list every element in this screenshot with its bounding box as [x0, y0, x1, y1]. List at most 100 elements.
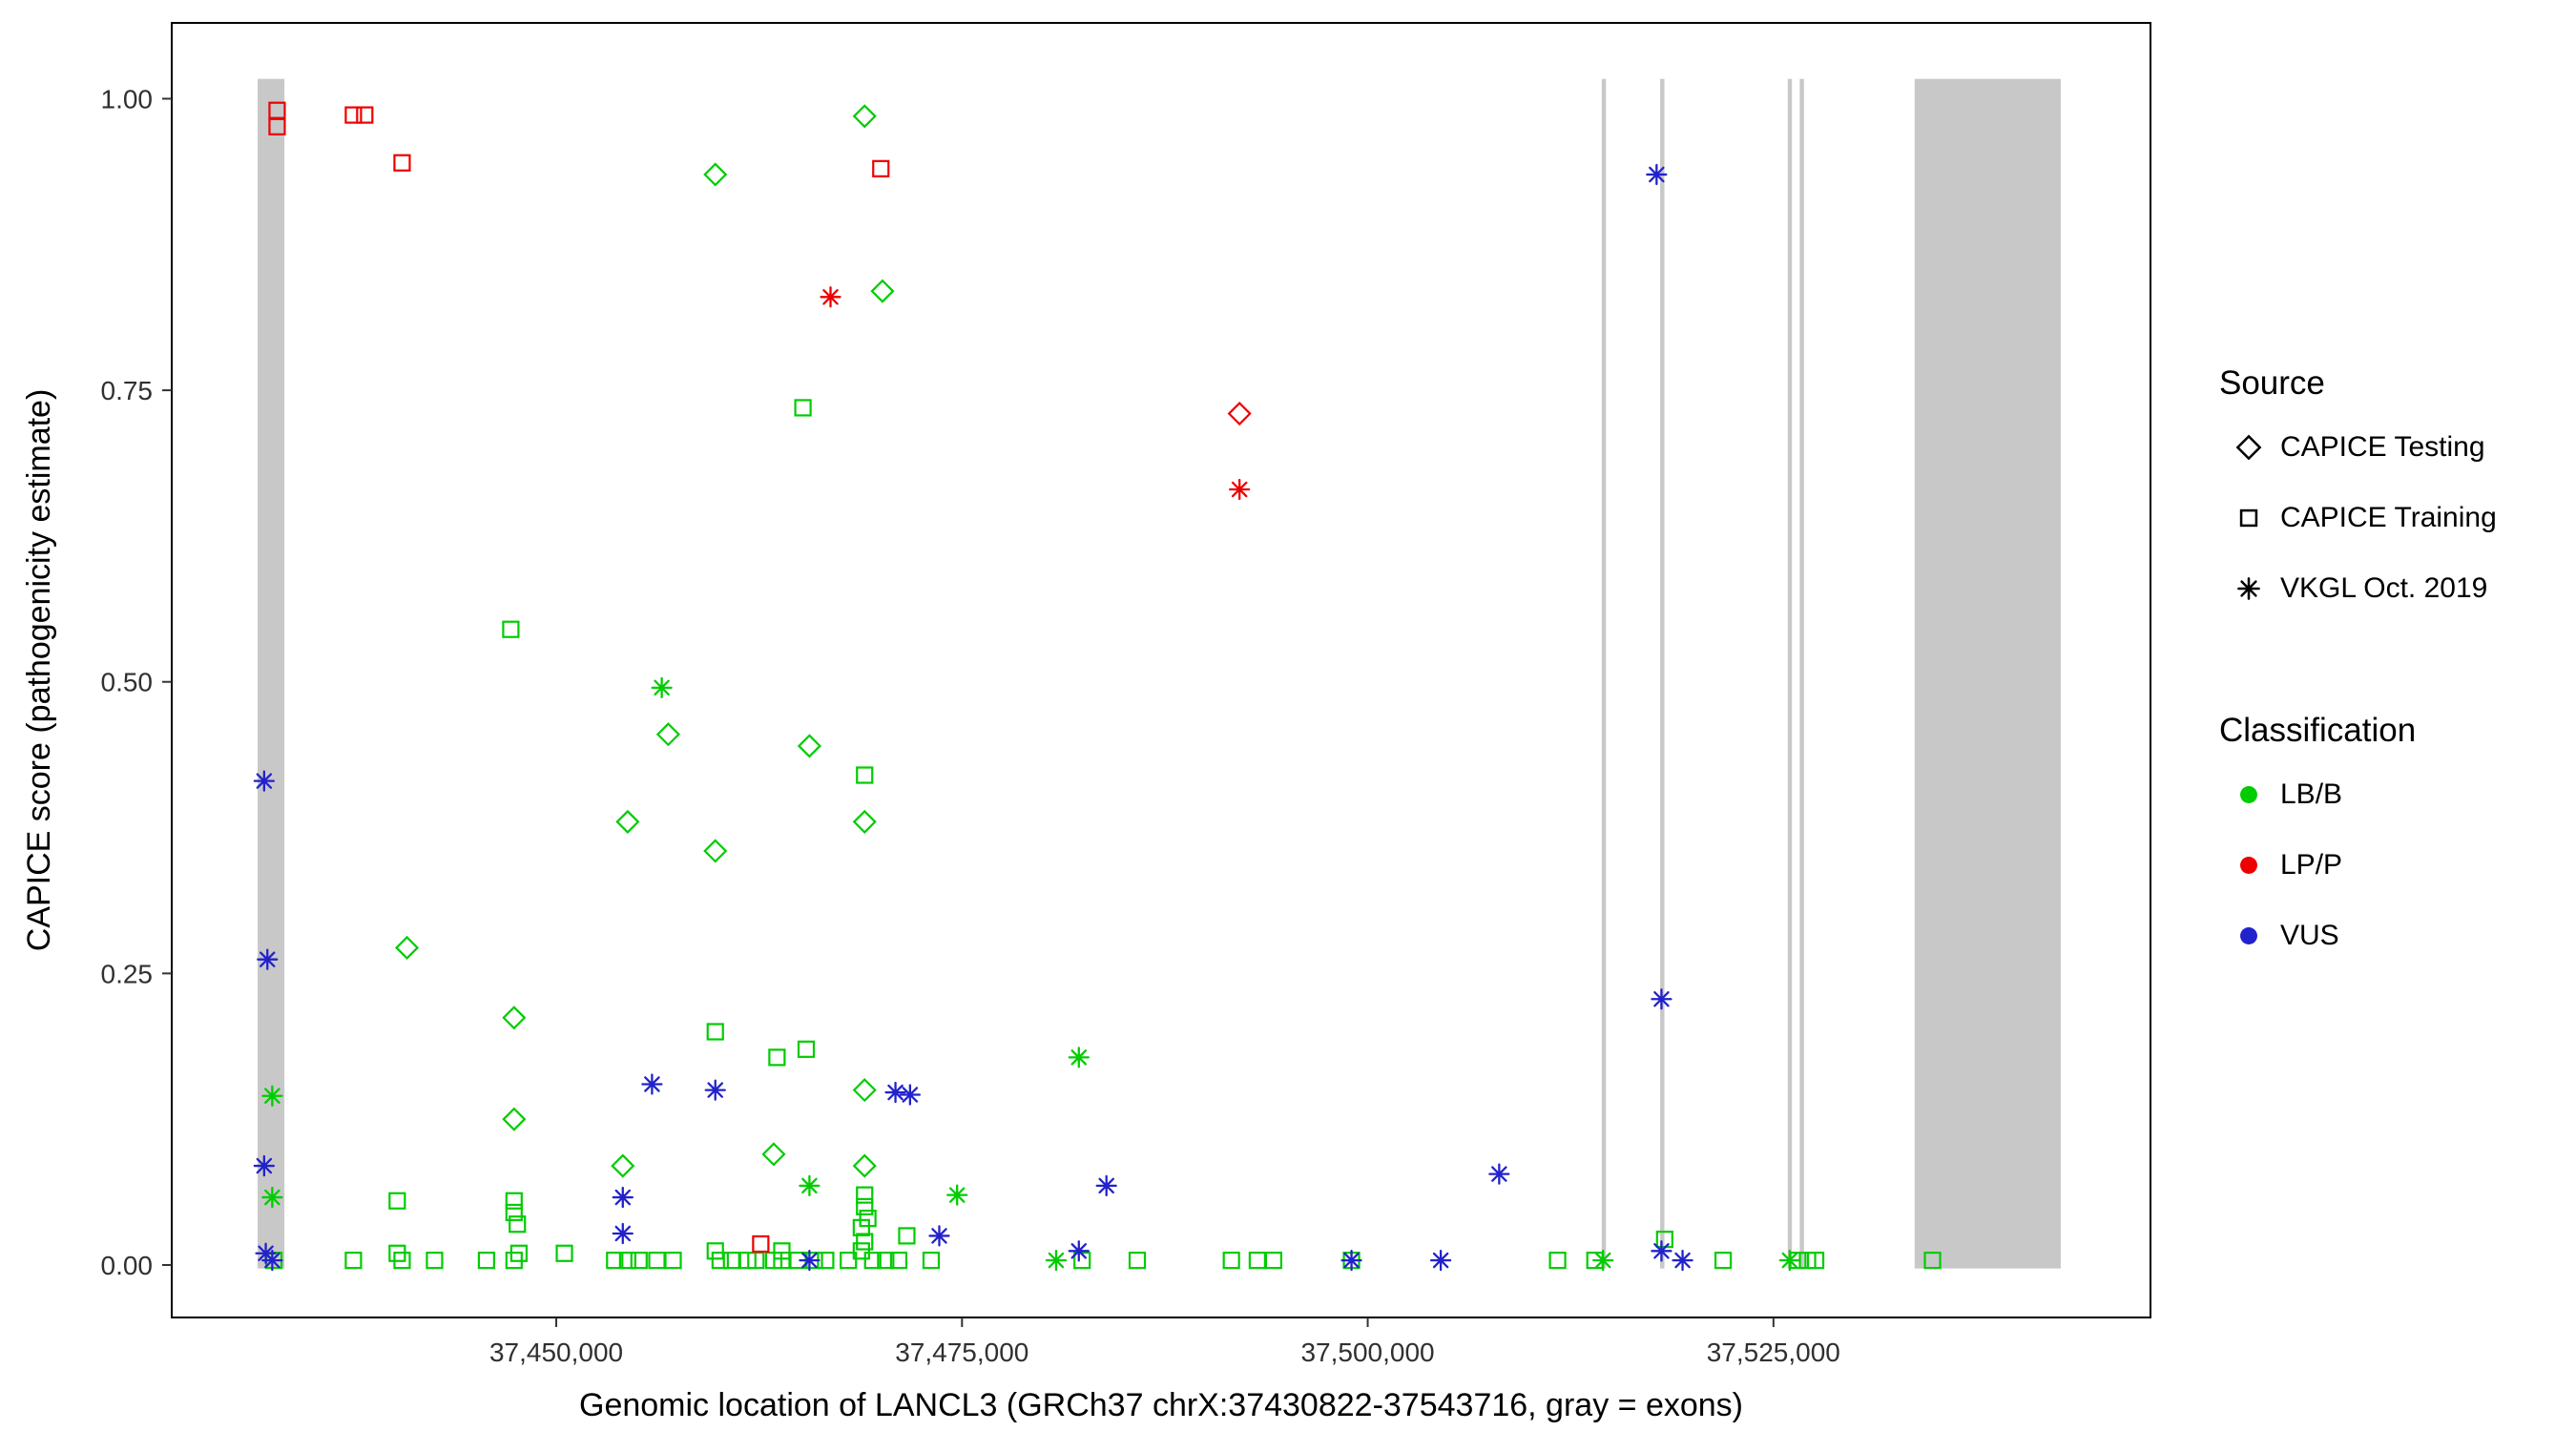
panel-border	[171, 22, 2151, 1318]
data-point-square	[1714, 1251, 1733, 1270]
data-point-asterisk	[612, 1186, 634, 1209]
data-point-asterisk	[261, 1085, 283, 1107]
legend-item-lpp: LP/P	[2219, 830, 2497, 901]
data-point-square	[922, 1251, 941, 1270]
data-point-square	[889, 1251, 908, 1270]
data-point-square	[856, 1197, 874, 1215]
legend-classification-title: Classification	[2219, 712, 2417, 749]
data-point-diamond	[703, 839, 728, 863]
data-point-asterisk	[261, 1186, 283, 1209]
exon-band	[1799, 78, 1804, 1269]
data-point-square	[268, 117, 286, 135]
data-point-diamond	[655, 722, 680, 747]
data-point-square	[555, 1244, 573, 1262]
blue-dot-icon	[2240, 927, 2257, 944]
data-point-asterisk	[1429, 1249, 1452, 1272]
data-point-square	[1548, 1251, 1567, 1270]
legend-item-label: VUS	[2280, 920, 2339, 951]
legend-item-label: VKGL Oct. 2019	[2280, 572, 2488, 604]
diamond-icon	[2235, 434, 2262, 461]
data-point-square	[618, 1251, 636, 1270]
data-point-square	[877, 1251, 895, 1270]
data-point-asterisk	[1340, 1249, 1362, 1272]
x-tick-label: 37,475,000	[895, 1338, 1028, 1367]
data-point-square	[505, 1203, 523, 1222]
exon-band	[258, 78, 285, 1269]
data-point-square	[711, 1251, 729, 1270]
data-point-square	[509, 1215, 527, 1234]
legend-source: Source CAPICE Testing CAPICE Training VK…	[2219, 355, 2497, 624]
data-point-diamond	[797, 734, 821, 758]
data-point-diamond	[615, 809, 640, 834]
data-point-square	[356, 106, 374, 124]
data-point-square	[852, 1242, 870, 1260]
data-point-square	[706, 1023, 724, 1041]
data-point-square	[773, 1242, 791, 1260]
x-tick-label: 37,500,000	[1300, 1338, 1434, 1367]
data-point-square	[872, 159, 890, 177]
data-point-square	[393, 1251, 411, 1270]
data-point-asterisk	[1068, 1047, 1090, 1068]
exon-band	[1660, 78, 1665, 1269]
data-point-asterisk	[1672, 1249, 1693, 1272]
data-point-diamond	[703, 162, 728, 187]
square-icon	[2239, 508, 2258, 528]
y-tick-label: 0.50	[101, 668, 154, 697]
data-point-square	[268, 101, 286, 119]
data-point-asterisk	[1778, 1249, 1800, 1272]
red-dot-icon	[2240, 857, 2257, 874]
data-point-diamond	[870, 279, 895, 303]
legend-item-vkgl: VKGL Oct. 2019	[2219, 553, 2497, 624]
legend-source-title: Source	[2219, 364, 2325, 402]
legend-item-label: LB/B	[2280, 778, 2343, 810]
data-point-asterisk	[1488, 1163, 1510, 1185]
data-point-asterisk	[799, 1249, 821, 1272]
y-tick-label: 0.75	[101, 376, 154, 405]
data-point-square	[1806, 1251, 1825, 1270]
data-point-square	[747, 1251, 765, 1270]
data-point-square	[664, 1251, 682, 1270]
data-point-square	[856, 1186, 874, 1204]
data-point-asterisk	[1229, 478, 1251, 501]
data-point-square	[505, 1192, 523, 1210]
data-point-square	[606, 1251, 624, 1270]
data-point-square	[898, 1227, 916, 1245]
data-point-diamond	[761, 1142, 786, 1167]
data-point-square	[344, 1251, 363, 1270]
data-point-asterisk	[257, 948, 279, 970]
data-point-diamond	[852, 104, 877, 129]
data-point-square	[630, 1251, 648, 1270]
data-point-asterisk	[704, 1079, 726, 1101]
data-point-diamond	[852, 809, 877, 834]
legend-item-label: LP/P	[2280, 849, 2343, 881]
data-point-diamond	[852, 1153, 877, 1178]
data-point-asterisk	[261, 1249, 283, 1272]
data-point-square	[856, 766, 874, 784]
data-point-diamond	[394, 935, 420, 961]
data-point-diamond	[611, 1153, 635, 1178]
y-tick-label: 0.25	[101, 959, 154, 988]
data-point-square	[1128, 1251, 1147, 1270]
data-point-square	[344, 106, 363, 124]
legend-item-lbb: LB/B	[2219, 759, 2497, 830]
data-point-asterisk	[1068, 1240, 1090, 1262]
data-point-square	[502, 620, 520, 638]
x-tick-label: 37,450,000	[489, 1338, 623, 1367]
data-point-square	[426, 1251, 444, 1270]
legend-item-capice-testing: CAPICE Testing	[2219, 412, 2497, 483]
data-point-asterisk	[928, 1225, 950, 1247]
data-point-square	[797, 1040, 816, 1058]
data-point-square	[477, 1251, 495, 1270]
data-point-diamond	[502, 1006, 527, 1030]
data-point-asterisk	[899, 1084, 922, 1106]
exon-band	[1601, 78, 1607, 1269]
data-point-square	[1923, 1251, 1942, 1270]
data-point-asterisk	[884, 1081, 906, 1104]
legend-item-capice-training: CAPICE Training	[2219, 483, 2497, 553]
data-point-asterisk	[253, 1154, 276, 1177]
data-point-square	[388, 1192, 406, 1210]
data-point-diamond	[852, 1078, 877, 1103]
data-point-asterisk	[1592, 1249, 1614, 1272]
data-point-asterisk	[253, 770, 276, 792]
